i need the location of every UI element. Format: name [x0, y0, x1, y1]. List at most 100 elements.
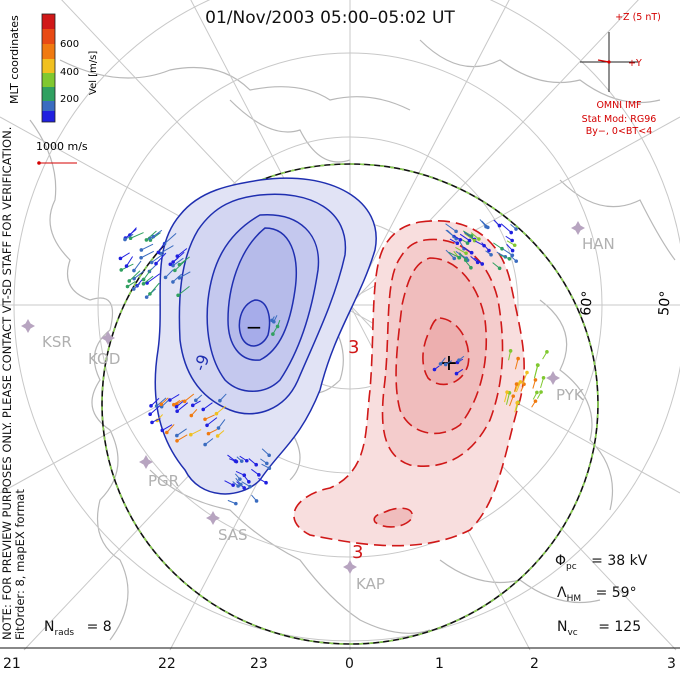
scale-vector: 1000 m/s: [36, 140, 88, 165]
lambda-subscript: HM: [566, 593, 582, 604]
velocity-vector-dot: [125, 284, 130, 289]
velocity-vector-dot: [482, 243, 486, 248]
velocity-vector-dot: [150, 420, 154, 425]
mlt-tick-3: 3: [667, 656, 676, 672]
phi-subscript: pc: [566, 561, 577, 572]
velocity-vector-tail: [216, 405, 226, 415]
positive-convection-cell: [293, 220, 525, 547]
velocity-vector-dot: [163, 275, 168, 280]
velocity-vector-dot: [141, 281, 146, 286]
velocity-vectors: [118, 219, 549, 506]
velocity-vector-tail: [498, 254, 510, 260]
velocity-vector-dot: [203, 417, 207, 422]
coordinates-label: MLT coordinates: [8, 15, 21, 104]
hm-boundary-green-dashes: [101, 163, 599, 645]
velocity-vector-dot: [168, 398, 172, 402]
coastlines: [29, 39, 676, 641]
velocity-vector-dot: [144, 295, 149, 299]
svg-text:By−, 0<BT<4: By−, 0<BT<4: [586, 126, 652, 137]
velocity-vector-tail: [514, 358, 519, 370]
mlt-tick-21: 21: [3, 656, 21, 672]
svg-text:+Y: +Y: [628, 58, 642, 69]
velocity-vector-tail: [459, 233, 470, 241]
velocity-vector-dot: [175, 409, 179, 414]
lambda-value: = 59°: [595, 585, 637, 601]
velocity-vector-tail: [202, 402, 213, 410]
velocity-vector-tail: [502, 248, 513, 256]
velocity-vector-dot: [149, 260, 154, 265]
velocity-vector-tail: [164, 233, 177, 244]
velocity-vector-dot: [149, 404, 153, 408]
velocity-vector-tail: [150, 232, 161, 241]
velocity-vector-dot: [457, 358, 461, 362]
velocity-vector-tail: [464, 233, 475, 242]
velocity-vector-dot: [535, 390, 539, 395]
velocity-vector-dot: [171, 260, 175, 264]
station-label-pyk: PYK: [556, 386, 585, 404]
negative-convection-cell: [154, 177, 377, 495]
mlt-tick-23: 23: [250, 656, 268, 672]
positive-contour-label-top: 3: [348, 337, 359, 358]
velocity-vector-dot: [254, 462, 258, 467]
velocity-vector-dot: [127, 279, 132, 283]
phi-value: = 38 kV: [591, 553, 648, 569]
velocity-vector-dot: [454, 229, 458, 234]
velocity-vector-dot: [463, 258, 468, 262]
velocity-vector-dot: [248, 484, 252, 489]
velocity-vector-dot: [535, 363, 540, 367]
nvc-symbol: N: [557, 619, 568, 635]
velocity-vector-tail: [522, 372, 528, 385]
velocity-vector-tail: [506, 392, 510, 405]
velocity-vector-dot: [215, 434, 220, 438]
velocity-vector-tail: [448, 251, 460, 259]
velocity-vector-tail: [169, 394, 180, 401]
velocity-vector-dot: [516, 356, 520, 361]
station-marker-ksr: [21, 319, 35, 333]
velocity-vector-dot: [510, 253, 515, 258]
station-marker-pgr: [139, 455, 153, 469]
cbar-tick-600: 600: [60, 39, 79, 50]
velocity-vector-dot: [205, 423, 209, 428]
nrads-subscript: rads: [54, 627, 75, 638]
velocity-vector-tail: [533, 364, 539, 379]
velocity-vector-dot: [452, 234, 456, 239]
velocity-vector-dot: [156, 250, 161, 255]
velocity-vector-tail: [172, 251, 185, 263]
mlt-tick-2: 2: [530, 656, 539, 672]
velocity-vector-dot: [497, 266, 502, 271]
velocity-vector-dot: [165, 430, 169, 435]
velocity-vector-dot: [514, 259, 519, 263]
station-label-sas: SAS: [218, 526, 248, 544]
velocity-vector-tail: [190, 429, 202, 436]
nvc-value: = 125: [598, 619, 642, 635]
velocity-vector-dot: [214, 411, 219, 416]
station-marker-han: [571, 221, 585, 235]
velocity-vector-dot: [469, 234, 474, 238]
velocity-vector-dot: [175, 438, 179, 443]
velocity-vector-dot: [175, 433, 179, 438]
velocity-vector-tail: [455, 246, 467, 254]
velocity-vector-dot: [239, 482, 243, 487]
velocity-vector-dot: [458, 238, 463, 242]
velocity-vector-dot: [124, 264, 129, 268]
mlt-tick-1: 1: [435, 656, 444, 672]
velocity-vector-dot: [489, 252, 493, 257]
velocity-vector-dot: [477, 237, 481, 241]
velocity-vector-dot: [510, 248, 515, 253]
velocity-vector-tail: [146, 230, 157, 241]
velocity-vector-dot: [265, 461, 269, 466]
velocity-vector-dot: [174, 404, 179, 409]
velocity-vector-dot: [272, 319, 276, 324]
velocity-vector-tail: [149, 282, 160, 295]
velocity-vector-tail: [141, 243, 154, 251]
velocity-vector-dot: [432, 367, 437, 372]
velocity-vector-tail: [176, 434, 188, 442]
velocity-vector-dot: [218, 398, 222, 403]
velocity-vector-tail: [206, 417, 218, 426]
vector-count: Nvc = 125: [557, 619, 641, 638]
velocity-vector-dot: [264, 480, 268, 485]
velocity-vector-dot: [465, 241, 470, 245]
velocity-vector-tail: [160, 245, 174, 254]
velocity-vector-dot: [244, 458, 249, 463]
